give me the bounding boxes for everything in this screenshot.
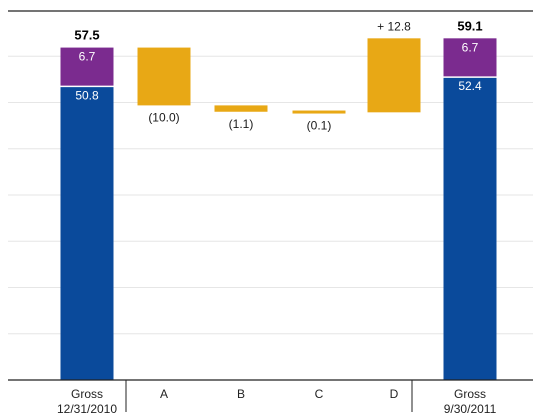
change-bar	[367, 38, 421, 113]
total-bar-segment	[60, 47, 114, 87]
total-label: 57.5	[74, 28, 99, 43]
category-label: Gross 9/30/2011	[444, 387, 497, 416]
segment-label: 52.4	[458, 79, 482, 93]
data-labels: 50.8 6.7 57.5 52.4 6.7 59.1 (10.0) (1.1) (0.1) + …	[74, 18, 482, 132]
change-bar	[137, 47, 191, 106]
total-bar-segment	[443, 38, 497, 78]
category-label: B	[237, 387, 245, 401]
segment-label: 6.7	[79, 50, 96, 64]
category-label: Gross 12/31/2010	[57, 387, 117, 416]
bars	[60, 38, 497, 380]
segment-label: 6.7	[462, 40, 479, 54]
total-bar-segment	[60, 86, 114, 380]
change-label: + 12.8	[377, 19, 411, 33]
total-label: 59.1	[457, 18, 482, 33]
change-bar	[214, 105, 268, 112]
category-separators	[125, 380, 413, 412]
change-label: (0.1)	[307, 119, 332, 133]
segment-label: 50.8	[75, 88, 99, 102]
category-labels: Gross 12/31/2010 A B C D Gross 9/30/2011	[57, 387, 497, 416]
category-label: C	[315, 387, 324, 401]
change-label: (1.1)	[229, 117, 254, 131]
change-label: (10.0)	[148, 110, 179, 124]
total-bar-segment	[443, 77, 497, 380]
change-bar	[292, 110, 346, 114]
category-label: A	[160, 387, 168, 401]
category-label: D	[390, 387, 399, 401]
